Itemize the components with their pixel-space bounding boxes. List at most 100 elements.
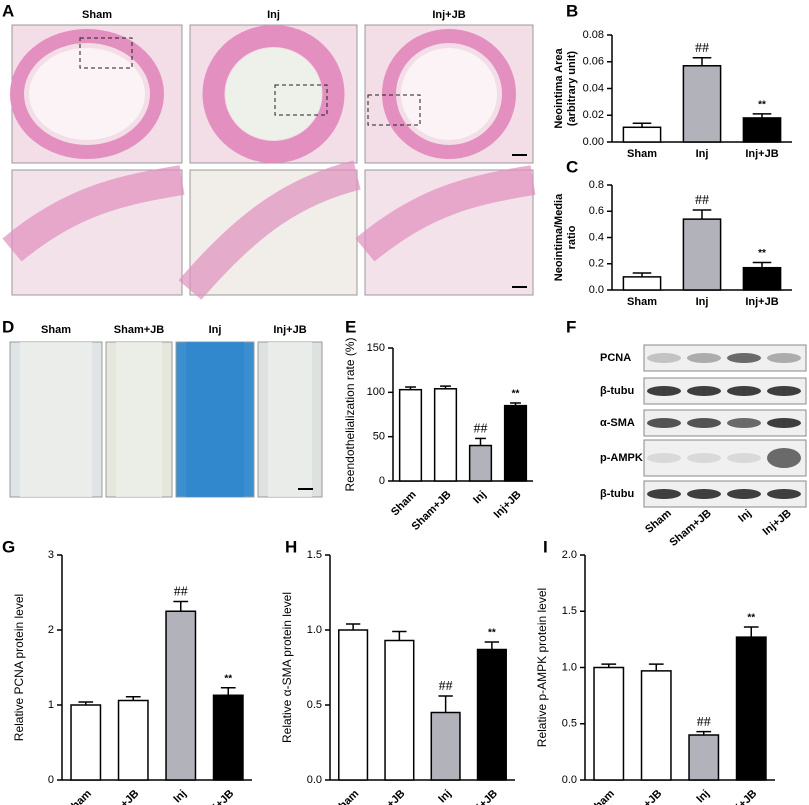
column-label: Inj+JB [273,324,306,336]
bar [503,404,528,482]
x-tick-label: Sham [627,296,657,308]
y-tick-label: 0 [379,475,385,487]
x-tick-label: Inj+JB [745,296,778,308]
bar [70,704,102,781]
bar [742,266,782,291]
blot-band [727,386,761,396]
significance-label: ## [474,422,488,437]
blot-band [727,418,761,428]
blot-band [647,489,681,499]
blot-row-label: p-AMPK [600,452,643,464]
bar [384,639,415,781]
vessel-wall [202,25,345,163]
panel-label: D [2,317,14,336]
vessel-strip [20,342,92,497]
zoom-box [367,94,421,126]
blot-band [687,386,721,396]
significance-label: ## [697,715,711,730]
bar [682,218,722,291]
bar [430,711,461,781]
vessel-strip [186,342,244,497]
y-tick-label: 0.5 [562,718,577,730]
blot-column-label: Inj [736,507,754,524]
y-tick-label: 0 [48,774,54,786]
blot-band [727,489,761,499]
bar [742,117,782,143]
vessel-strip [116,342,162,497]
zoom-box [79,37,133,69]
blot-band [687,489,721,499]
y-tick-label: 50 [373,431,385,443]
zoom-box [274,84,328,116]
significance-label: ** [758,100,766,111]
column-label: Inj+JB [432,9,465,21]
y-tick-label: 0.0 [562,774,577,786]
x-tick-label: Inj+JB [727,788,759,805]
x-tick-label: Sham [389,489,419,519]
y-tick-label: 1.0 [307,624,322,636]
y-tick-label: 0.8 [589,179,604,191]
bar [468,444,493,482]
blot-band [767,418,801,428]
blot-column-label: Sham+JB [667,507,713,549]
bar [476,648,507,781]
bar [398,388,423,482]
tissue-band [178,160,361,300]
y-axis-label: Relative α-SMA protein level [280,592,294,743]
blot-band [767,353,801,363]
column-label: Sham [41,324,71,336]
y-tick-label: 100 [367,386,385,398]
panel-label: B [566,1,578,20]
column-label: Inj [209,324,222,336]
x-tick-label: Sham+JB [363,788,407,805]
blot-row-label: α-SMA [600,417,635,429]
blot-row-label: PCNA [600,352,631,364]
blot-band [687,453,721,463]
y-tick-label: 0.5 [307,699,322,711]
lumen [401,48,497,140]
y-tick-label: 0.04 [583,82,604,94]
y-axis-label: Neointima Area [553,47,565,128]
bar [688,734,720,781]
x-tick-label: Inj [171,788,189,805]
x-tick-label: Inj [696,148,709,160]
significance-label: ** [758,248,766,259]
y-axis-label: Neointima/Media [553,193,565,281]
bar [212,694,244,781]
x-tick-label: Sham+JB [620,788,664,805]
vessel-wall [382,29,516,159]
blot-column-label: Sham [643,507,674,536]
y-axis-label: Relative p-AMPK protein level [535,588,549,747]
bar [682,65,722,143]
panel-label: A [2,1,14,20]
panel-label: C [566,157,578,176]
x-tick-label: Sham [587,788,617,805]
y-tick-label: 2.0 [562,549,577,561]
x-tick-label: Inj+JB [468,788,500,805]
column-label: Sham [82,9,112,21]
bar [735,636,767,781]
panel-label: E [345,317,356,336]
blot-strip [643,344,807,372]
significance-label: ## [439,679,453,694]
y-tick-label: 150 [367,342,385,354]
significance-label: ** [512,389,520,400]
bar [117,699,149,781]
blot-row-label: β-tubu [600,385,634,397]
x-tick-label: Inj+JB [492,489,524,521]
lumen [225,48,322,140]
bar [640,670,672,781]
blot-column-label: Inj+JB [761,507,794,538]
significance-label: ## [695,41,709,56]
y-tick-label: 0.08 [583,29,604,41]
vessel-strip [268,342,312,497]
x-tick-label: Inj [694,788,712,805]
y-tick-label: 0.06 [583,56,604,68]
column-label: Inj [267,9,280,21]
column-label: Sham+JB [114,324,164,336]
x-tick-label: Inj+JB [745,148,778,160]
blot-band [727,353,761,363]
blot-band [647,418,681,428]
blot-band [647,386,681,396]
